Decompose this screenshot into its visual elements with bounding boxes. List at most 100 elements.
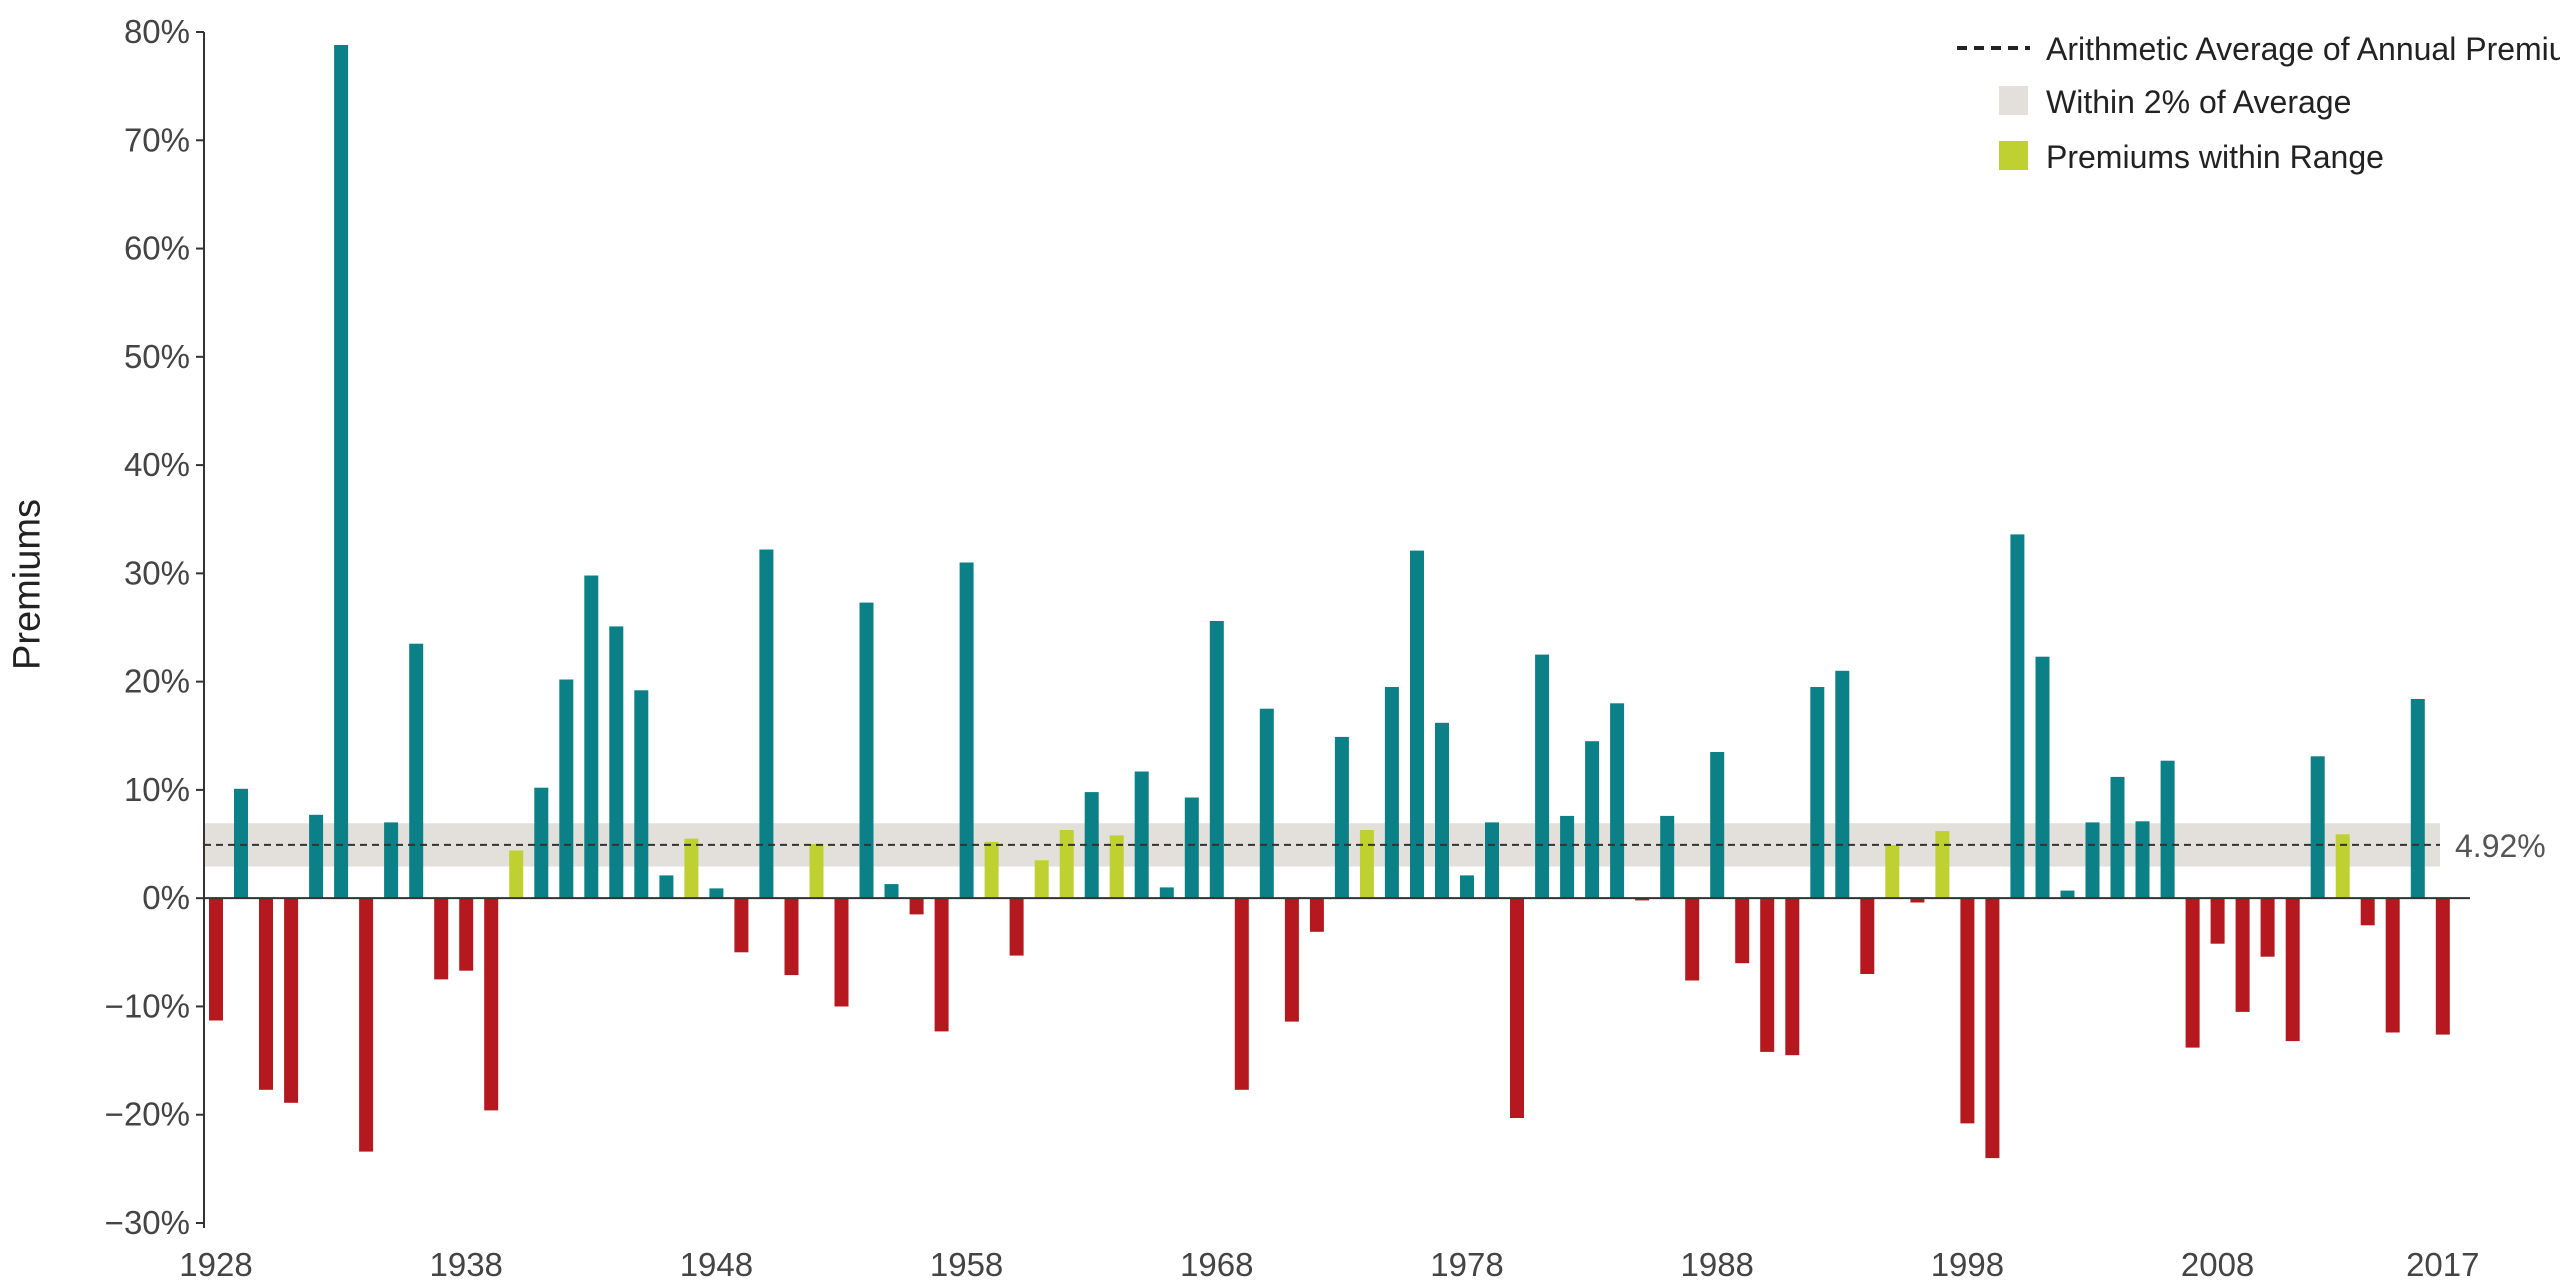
bar-1969: [1234, 898, 1249, 1090]
bar-1990: [1760, 898, 1775, 1052]
bar-2014: [2360, 898, 2375, 926]
bar-1952: [809, 844, 824, 899]
x-tick-label-2008: 2008: [2181, 1246, 2254, 1283]
x-tick-label-1938: 1938: [429, 1246, 502, 1283]
bar-1928: [209, 898, 223, 1021]
bar-1960: [1009, 898, 1024, 956]
y-tick-label--20: −20%: [105, 1096, 190, 1133]
x-tick-label-2017: 2017: [2406, 1246, 2479, 1283]
bar-2016: [2410, 699, 2425, 899]
bar-1929: [234, 788, 248, 899]
bar-1945: [634, 690, 649, 899]
bar-1937: [434, 898, 449, 980]
y-tick-label-0: 0%: [142, 879, 190, 916]
bar-1982: [1560, 815, 1575, 899]
bar-1930: [259, 898, 273, 1090]
bar-2005: [2135, 821, 2150, 899]
bar-2001: [2035, 656, 2050, 899]
legend-in-range-swatch: [1999, 141, 2028, 170]
bar-1949: [734, 898, 749, 953]
bar-2009: [2235, 898, 2250, 1012]
bar-1964: [1109, 835, 1124, 899]
bar-1998: [1960, 898, 1975, 1124]
bar-1995: [1885, 845, 1900, 899]
bar-1991: [1785, 898, 1800, 1056]
x-tick-label-1958: 1958: [930, 1246, 1003, 1283]
x-tick-label-1928: 1928: [179, 1246, 252, 1283]
x-tick-label-1948: 1948: [680, 1246, 753, 1283]
bar-1965: [1134, 771, 1149, 899]
bar-1950: [759, 549, 774, 899]
bar-1940: [509, 850, 524, 899]
x-tick-label-1968: 1968: [1180, 1246, 1253, 1283]
bar-2003: [2085, 822, 2100, 899]
bar-1979: [1485, 822, 1499, 899]
bar-1981: [1535, 654, 1550, 899]
bar-2010: [2260, 898, 2275, 957]
bar-1987: [1685, 898, 1700, 981]
bar-1957: [934, 898, 949, 1032]
bar-1938: [459, 898, 474, 971]
bar-2008: [2210, 898, 2225, 944]
bar-1942: [559, 679, 574, 899]
bar-1967: [1184, 797, 1199, 899]
bar-1932: [309, 814, 324, 899]
y-tick-label-70: 70%: [124, 121, 190, 158]
bar-2007: [2185, 898, 2200, 1048]
bar-1961: [1034, 860, 1049, 899]
bar-1983: [1585, 741, 1600, 899]
bar-1944: [609, 626, 624, 899]
bar-1980: [1510, 898, 1524, 1118]
bar-1972: [1309, 898, 1324, 932]
y-tick-label-50: 50%: [124, 338, 190, 375]
bar-1989: [1735, 898, 1750, 964]
bar-1953: [834, 898, 849, 1007]
bar-1939: [484, 898, 499, 1111]
bar-1954: [859, 602, 874, 899]
bar-1948: [709, 888, 724, 899]
bar-1947: [684, 838, 699, 899]
bar-2015: [2385, 898, 2400, 1033]
legend: Arithmetic Average of Annual Premiums Wi…: [1957, 31, 2560, 175]
bar-1943: [584, 575, 599, 899]
bar-1935: [384, 822, 399, 899]
bars-layer: [209, 45, 2450, 1159]
bar-2011: [2285, 898, 2300, 1042]
bar-1958: [959, 562, 974, 899]
bar-2004: [2110, 776, 2125, 899]
bar-1977: [1435, 722, 1449, 899]
bar-1963: [1084, 792, 1099, 899]
bar-1999: [1985, 898, 2000, 1159]
bar-1978: [1460, 875, 1474, 899]
bar-2000: [2010, 534, 2025, 899]
bar-1988: [1710, 752, 1725, 899]
average-value-label: 4.92%: [2455, 828, 2546, 864]
bar-1974: [1359, 830, 1374, 899]
y-tick-label-60: 60%: [124, 230, 190, 267]
bar-1976: [1410, 550, 1424, 899]
x-tick-label-1998: 1998: [1931, 1246, 2004, 1283]
bar-1962: [1059, 830, 1074, 899]
bar-1985: [1635, 898, 1650, 901]
x-tick-label-1978: 1978: [1430, 1246, 1503, 1283]
bar-1968: [1209, 621, 1224, 899]
bar-2012: [2310, 756, 2325, 899]
y-tick-label--10: −10%: [105, 987, 190, 1024]
legend-average-label: Arithmetic Average of Annual Premiums: [2046, 31, 2560, 67]
bar-1996: [1910, 898, 1925, 903]
bar-1975: [1384, 687, 1399, 899]
y-tick-label-20: 20%: [124, 663, 190, 700]
bar-1997: [1935, 831, 1950, 899]
bar-1986: [1660, 815, 1675, 899]
bar-1951: [784, 898, 799, 976]
bar-1994: [1860, 898, 1875, 974]
x-tick-label-1988: 1988: [1680, 1246, 1753, 1283]
legend-in-range-label: Premiums within Range: [2046, 139, 2384, 175]
bar-1971: [1284, 898, 1299, 1022]
bar-1934: [359, 898, 374, 1152]
bar-1941: [534, 787, 549, 899]
y-tick-label--30: −30%: [105, 1204, 190, 1241]
bar-1955: [884, 884, 899, 899]
y-tick-label-80: 80%: [124, 13, 190, 50]
